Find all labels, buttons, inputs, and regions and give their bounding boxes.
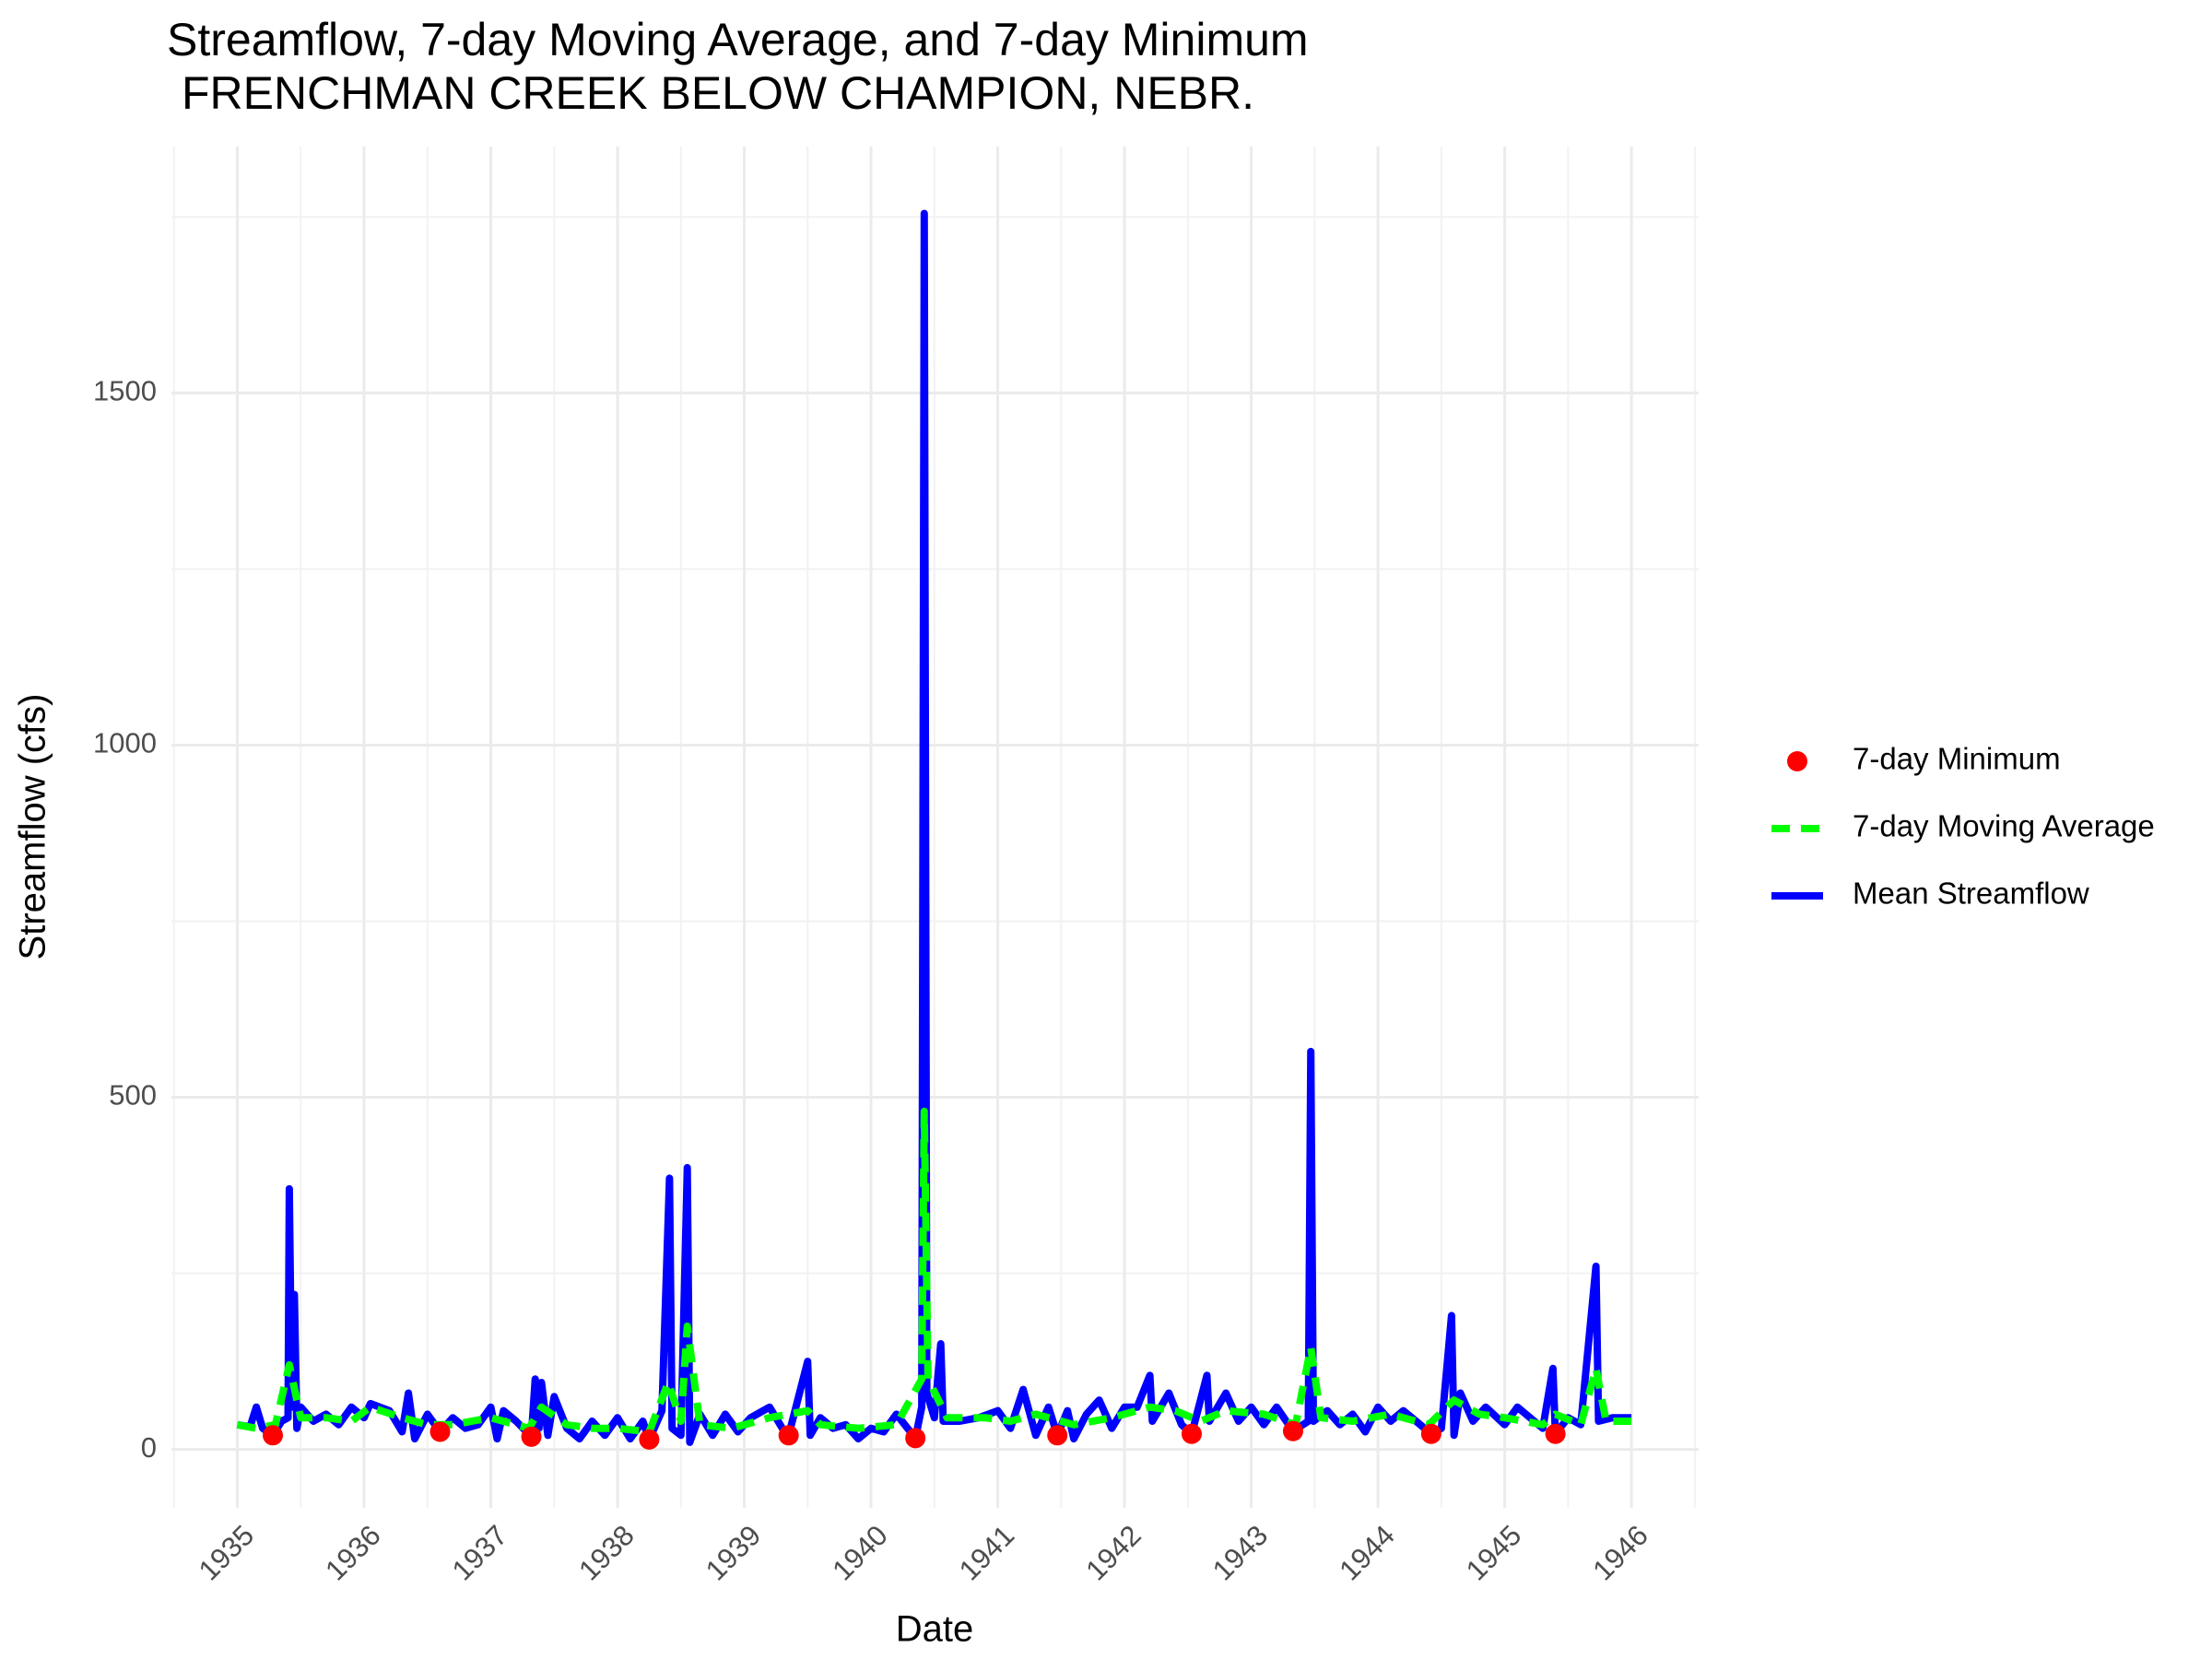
y-tick-label: 500 [109, 1079, 157, 1112]
chart-title: Streamflow, 7-day Moving Average, and 7-… [167, 14, 1309, 65]
y-tick-label: 0 [141, 1431, 157, 1464]
y-tick-label: 1500 [93, 375, 157, 407]
x-tick-label: 1946 [1586, 1519, 1654, 1587]
x-tick-label: 1938 [572, 1519, 641, 1587]
minimum-point [778, 1425, 799, 1446]
minimum-point [521, 1426, 542, 1447]
x-tick-label: 1935 [193, 1519, 261, 1587]
x-tick-label: 1944 [1333, 1519, 1401, 1587]
minimum-point [1545, 1423, 1566, 1444]
y-tick-label: 1000 [93, 727, 157, 759]
x-tick-label: 1939 [700, 1519, 768, 1587]
minimum-point [429, 1421, 451, 1442]
minimum-point [1420, 1423, 1441, 1444]
minimum-point [1282, 1420, 1303, 1441]
x-tick-label: 1941 [953, 1519, 1021, 1587]
x-tick-label: 1940 [826, 1519, 894, 1587]
legend-label: 7-day Minimum [1853, 742, 2061, 776]
minimum-point [1181, 1423, 1202, 1444]
legend-label: 7-day Moving Average [1853, 809, 2155, 843]
legend-key [1787, 751, 1807, 771]
chart-subtitle: FRENCHMAN CREEK BELOW CHAMPION, NEBR. [182, 67, 1254, 119]
x-tick-label: 1942 [1079, 1519, 1147, 1587]
y-axis-title: Streamflow (cfs) [13, 694, 53, 960]
x-tick-label: 1943 [1206, 1519, 1275, 1587]
legend-label: Mean Streamflow [1853, 877, 2089, 911]
streamflow-line [236, 209, 1632, 1446]
minimum-point [263, 1425, 284, 1446]
x-axis-title: Date [896, 1609, 974, 1650]
minimum-point [1047, 1425, 1068, 1446]
x-tick-label: 1937 [446, 1519, 514, 1587]
x-tick-label: 1945 [1460, 1519, 1528, 1587]
minimum-point [639, 1429, 660, 1450]
minimum-point [905, 1428, 926, 1449]
x-tick-label: 1936 [319, 1519, 387, 1587]
